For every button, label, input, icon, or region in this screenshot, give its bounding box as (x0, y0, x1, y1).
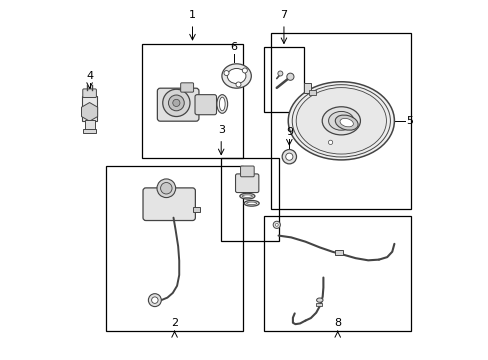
Circle shape (282, 149, 296, 164)
Bar (84, 121, 94, 130)
Bar (308, 90, 315, 95)
Text: 2: 2 (171, 318, 178, 328)
Bar (83, 129, 96, 133)
Circle shape (168, 95, 184, 111)
Circle shape (151, 297, 158, 303)
FancyBboxPatch shape (142, 188, 195, 221)
Ellipse shape (222, 64, 251, 88)
FancyBboxPatch shape (240, 166, 254, 177)
Bar (221, 158, 278, 241)
Ellipse shape (244, 201, 259, 206)
Bar (334, 250, 342, 255)
Ellipse shape (246, 202, 256, 204)
Ellipse shape (217, 95, 227, 113)
Ellipse shape (227, 68, 245, 84)
Bar (142, 44, 242, 158)
Circle shape (285, 153, 292, 160)
Ellipse shape (335, 115, 357, 130)
Ellipse shape (292, 85, 389, 157)
Bar (315, 303, 321, 306)
Circle shape (163, 89, 190, 117)
Bar (303, 83, 310, 93)
Ellipse shape (239, 193, 254, 199)
Bar (106, 166, 242, 330)
Bar (192, 207, 200, 212)
Circle shape (273, 221, 280, 228)
Ellipse shape (296, 87, 386, 154)
Circle shape (286, 73, 293, 80)
Bar (264, 216, 410, 330)
Text: 5: 5 (406, 116, 413, 126)
Ellipse shape (287, 82, 394, 160)
FancyBboxPatch shape (235, 174, 258, 193)
Text: 9: 9 (285, 127, 292, 137)
Bar (264, 47, 303, 112)
Bar (271, 33, 410, 209)
Circle shape (328, 140, 332, 144)
Ellipse shape (316, 298, 323, 302)
Text: 3: 3 (217, 125, 224, 135)
FancyBboxPatch shape (157, 88, 199, 121)
Circle shape (160, 183, 172, 194)
Ellipse shape (339, 118, 353, 127)
Text: 6: 6 (230, 42, 237, 51)
Text: 7: 7 (280, 10, 287, 21)
Circle shape (236, 82, 241, 87)
Text: 8: 8 (333, 318, 341, 328)
FancyBboxPatch shape (180, 83, 193, 92)
Circle shape (148, 294, 161, 307)
Ellipse shape (219, 97, 224, 111)
Ellipse shape (242, 195, 252, 197)
Circle shape (172, 99, 180, 107)
Circle shape (275, 224, 278, 226)
Text: 1: 1 (189, 10, 196, 21)
Ellipse shape (328, 112, 353, 130)
Ellipse shape (322, 107, 360, 135)
Circle shape (242, 68, 247, 73)
Text: 4: 4 (86, 71, 93, 81)
Circle shape (224, 71, 228, 76)
FancyBboxPatch shape (82, 89, 96, 98)
FancyBboxPatch shape (195, 95, 216, 115)
Bar (81, 96, 97, 121)
Circle shape (277, 71, 282, 76)
Circle shape (157, 179, 175, 198)
